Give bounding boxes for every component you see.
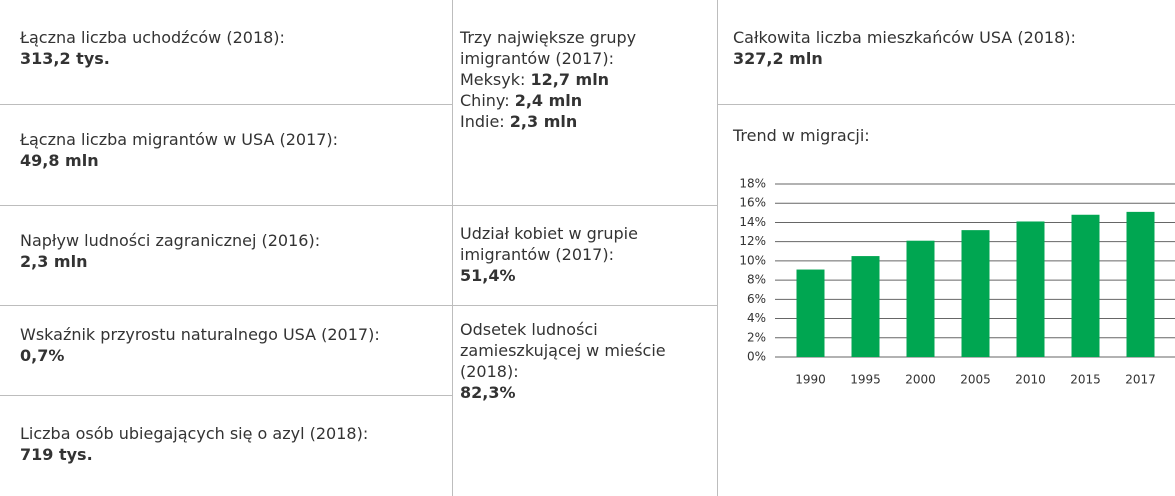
fact-value: 82,3% bbox=[460, 383, 516, 402]
fact-value: 2,3 mln bbox=[20, 252, 88, 271]
chart: 0% 2% 4% 6% 8% 10% 12% 14% 16% 18% 1990 1995 2000 200… bbox=[739, 177, 1175, 387]
bar bbox=[906, 240, 935, 357]
group-label: Indie: bbox=[460, 112, 505, 131]
group-value: 2,3 mln bbox=[509, 112, 578, 131]
x-tick-label: 2015 bbox=[1070, 373, 1101, 387]
y-tick-label: 16% bbox=[739, 196, 766, 210]
fact-value: 719 tys. bbox=[20, 445, 93, 464]
fact-label: Łączna liczba uchodźców (2018): bbox=[20, 28, 285, 47]
fact-value: 327,2 mln bbox=[733, 49, 823, 68]
fact-label: Liczba osób ubiegających się o azyl (201… bbox=[20, 424, 369, 443]
fact-label: Odsetek ludności zamieszkującej w mieści… bbox=[460, 320, 666, 381]
divider bbox=[0, 104, 452, 105]
bar bbox=[796, 269, 825, 357]
fact-value: 313,2 tys. bbox=[20, 49, 110, 68]
y-tick-label: 12% bbox=[739, 234, 766, 248]
bar bbox=[1126, 211, 1155, 357]
fact: Wskaźnik przyrostu naturalnego USA (2017… bbox=[20, 324, 380, 366]
divider bbox=[452, 305, 717, 306]
fact: Łączna liczba migrantów w USA (2017): 49,… bbox=[20, 129, 338, 171]
fact-label: Napływ ludności zagranicznej (2016): bbox=[20, 231, 321, 250]
bar bbox=[1071, 214, 1100, 357]
fact: Udział kobiet w grupie imigrantów (2017)… bbox=[460, 223, 690, 286]
fact-label: Łączna liczba migrantów w USA (2017): bbox=[20, 130, 339, 149]
x-tick-label: 2000 bbox=[905, 373, 936, 387]
fact: Napływ ludności zagranicznej (2016): 2,3 … bbox=[20, 230, 320, 272]
x-tick-label: 2010 bbox=[1015, 373, 1046, 387]
y-tick-label: 6% bbox=[747, 292, 766, 306]
group-value: 2,4 mln bbox=[514, 91, 583, 110]
x-tick-label: 2005 bbox=[960, 373, 991, 387]
x-tick-label: 1990 bbox=[795, 373, 826, 387]
fact-label: Całkowita liczba mieszkańców USA (2018): bbox=[733, 28, 1076, 47]
fact-value: 49,8 mln bbox=[20, 151, 99, 170]
group-value: 12,7 mln bbox=[530, 70, 610, 89]
bar bbox=[851, 256, 880, 357]
fact-label: Udział kobiet w grupie imigrantów (2017)… bbox=[460, 224, 638, 264]
x-tick-label: 2017 bbox=[1125, 373, 1156, 387]
fact-label: Trzy największe grupy imigrantów (2017): bbox=[460, 28, 637, 68]
divider bbox=[0, 205, 452, 206]
divider bbox=[452, 0, 453, 496]
divider bbox=[452, 205, 717, 206]
fact: Odsetek ludności zamieszkującej w mieści… bbox=[460, 319, 710, 403]
bar bbox=[961, 230, 990, 357]
divider bbox=[717, 104, 1175, 105]
y-tick-label: 0% bbox=[747, 350, 766, 364]
fact: Trzy największe grupy imigrantów (2017):… bbox=[460, 27, 705, 132]
y-tick-label: 14% bbox=[739, 215, 766, 229]
y-tick-label: 8% bbox=[747, 273, 766, 287]
y-tick-label: 4% bbox=[747, 311, 766, 325]
bar bbox=[1016, 221, 1045, 357]
fact: Łączna liczba uchodźców (2018): 313,2 tys… bbox=[20, 27, 285, 69]
x-tick-label: 1995 bbox=[850, 373, 881, 387]
y-tick-label: 10% bbox=[739, 253, 766, 267]
group-label: Chiny: bbox=[460, 91, 510, 110]
group-label: Meksyk: bbox=[460, 70, 526, 89]
divider bbox=[717, 0, 718, 496]
fact: Liczba osób ubiegających się o azyl (201… bbox=[20, 423, 368, 465]
y-tick-label: 2% bbox=[747, 330, 766, 344]
chart-title: Trend w migracji: bbox=[733, 126, 870, 145]
fact-label: Wskaźnik przyrostu naturalnego USA (2017… bbox=[20, 325, 380, 344]
divider bbox=[0, 305, 452, 306]
fact: Całkowita liczba mieszkańców USA (2018):… bbox=[733, 27, 1076, 69]
fact-value: 51,4% bbox=[460, 266, 516, 285]
y-tick-label: 18% bbox=[739, 177, 766, 191]
divider bbox=[0, 395, 452, 396]
fact-value: 0,7% bbox=[20, 346, 65, 365]
